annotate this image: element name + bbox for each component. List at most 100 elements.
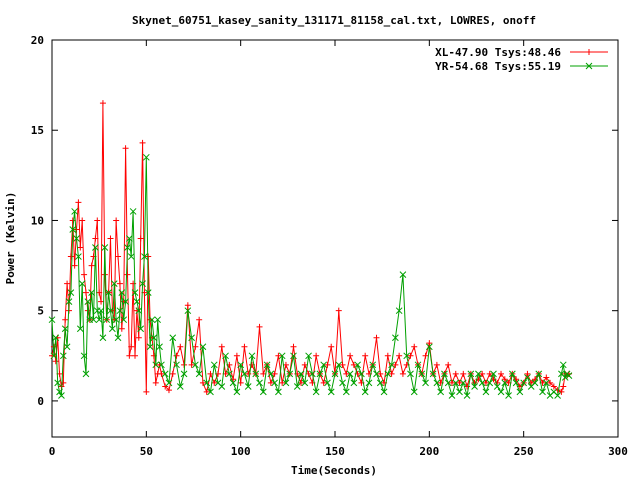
data-point — [403, 352, 411, 360]
data-point — [399, 271, 407, 278]
data-point — [84, 298, 92, 306]
data-point — [498, 370, 505, 377]
data-point — [241, 370, 248, 378]
data-point — [88, 289, 95, 296]
data-point — [95, 316, 103, 324]
data-point — [282, 361, 289, 368]
data-point — [73, 235, 80, 242]
data-point — [192, 343, 199, 350]
data-point — [365, 379, 373, 387]
data-point — [444, 379, 452, 387]
data-point — [137, 325, 145, 333]
data-point — [459, 379, 467, 387]
data-point — [392, 361, 399, 368]
chart-title: Skynet_60751_kasey_sanity_131171_81158_c… — [132, 14, 536, 27]
data-point — [112, 316, 120, 324]
data-point — [169, 370, 176, 377]
data-point — [384, 352, 391, 359]
data-point — [56, 388, 63, 396]
data-point — [141, 253, 148, 260]
data-point — [101, 244, 109, 251]
data-point — [116, 280, 123, 287]
data-point — [88, 262, 95, 269]
x-axis: 0 50 100 150 200 250 300 — [49, 40, 628, 458]
data-point — [144, 289, 152, 296]
data-point — [133, 298, 141, 306]
data-point — [158, 370, 165, 377]
data-point — [486, 370, 493, 377]
data-point — [165, 387, 172, 394]
data-point — [531, 379, 539, 387]
data-point — [354, 361, 361, 369]
data-point — [78, 280, 86, 287]
y-tick-label: 5 — [37, 305, 44, 318]
y-tick-label: 0 — [37, 395, 44, 408]
data-point — [324, 379, 331, 387]
x-tick-label: 200 — [419, 445, 439, 458]
data-point — [60, 379, 67, 386]
data-point — [152, 379, 159, 386]
data-point — [113, 217, 120, 224]
data-point — [346, 370, 354, 378]
data-point — [467, 370, 475, 378]
data-point — [433, 379, 441, 387]
data-point — [90, 316, 97, 324]
data-point — [271, 379, 278, 387]
data-point — [203, 379, 211, 387]
data-point — [126, 352, 133, 359]
data-point — [82, 289, 89, 296]
data-point — [448, 392, 456, 399]
data-point — [505, 392, 512, 399]
data-point — [324, 361, 331, 368]
data-point — [188, 361, 195, 368]
data-point — [478, 379, 486, 387]
data-point — [312, 388, 320, 396]
data-point — [107, 307, 114, 315]
data-point — [560, 383, 567, 390]
data-point — [195, 370, 203, 378]
data-point — [114, 334, 122, 342]
data-point — [165, 379, 173, 387]
data-point — [539, 388, 546, 396]
data-point — [524, 370, 531, 377]
data-point — [188, 334, 195, 342]
data-point — [180, 370, 188, 378]
legend-label: XL-47.90 Tsys:48.46 — [435, 46, 561, 59]
data-point — [150, 334, 158, 342]
data-point — [335, 307, 342, 314]
data-point — [501, 379, 509, 387]
data-point — [414, 361, 422, 369]
data-point — [152, 361, 160, 369]
data-point — [248, 352, 256, 360]
data-point — [225, 370, 233, 378]
data-point — [309, 370, 316, 378]
data-point — [122, 145, 129, 152]
data-point — [396, 352, 403, 359]
data-point — [71, 208, 78, 215]
data-point — [99, 334, 107, 342]
data-point — [161, 370, 169, 378]
data-point — [196, 316, 203, 323]
data-point — [297, 370, 305, 378]
data-point — [286, 370, 294, 378]
data-point — [426, 340, 433, 347]
data-point — [535, 370, 543, 378]
data-point — [169, 334, 177, 342]
data-point — [561, 374, 569, 381]
data-point — [146, 343, 154, 351]
data-point — [543, 374, 550, 381]
data-point — [118, 325, 125, 332]
data-point — [65, 298, 73, 306]
data-point — [339, 361, 346, 368]
data-point — [184, 302, 191, 309]
data-point — [301, 361, 308, 368]
data-point — [158, 361, 165, 369]
data-point — [342, 388, 350, 396]
data-point — [463, 392, 471, 399]
data-point — [512, 379, 520, 387]
data-point — [143, 388, 150, 395]
data-point — [395, 307, 403, 315]
data-point — [82, 370, 90, 378]
data-point — [343, 370, 350, 377]
data-point — [339, 379, 346, 387]
